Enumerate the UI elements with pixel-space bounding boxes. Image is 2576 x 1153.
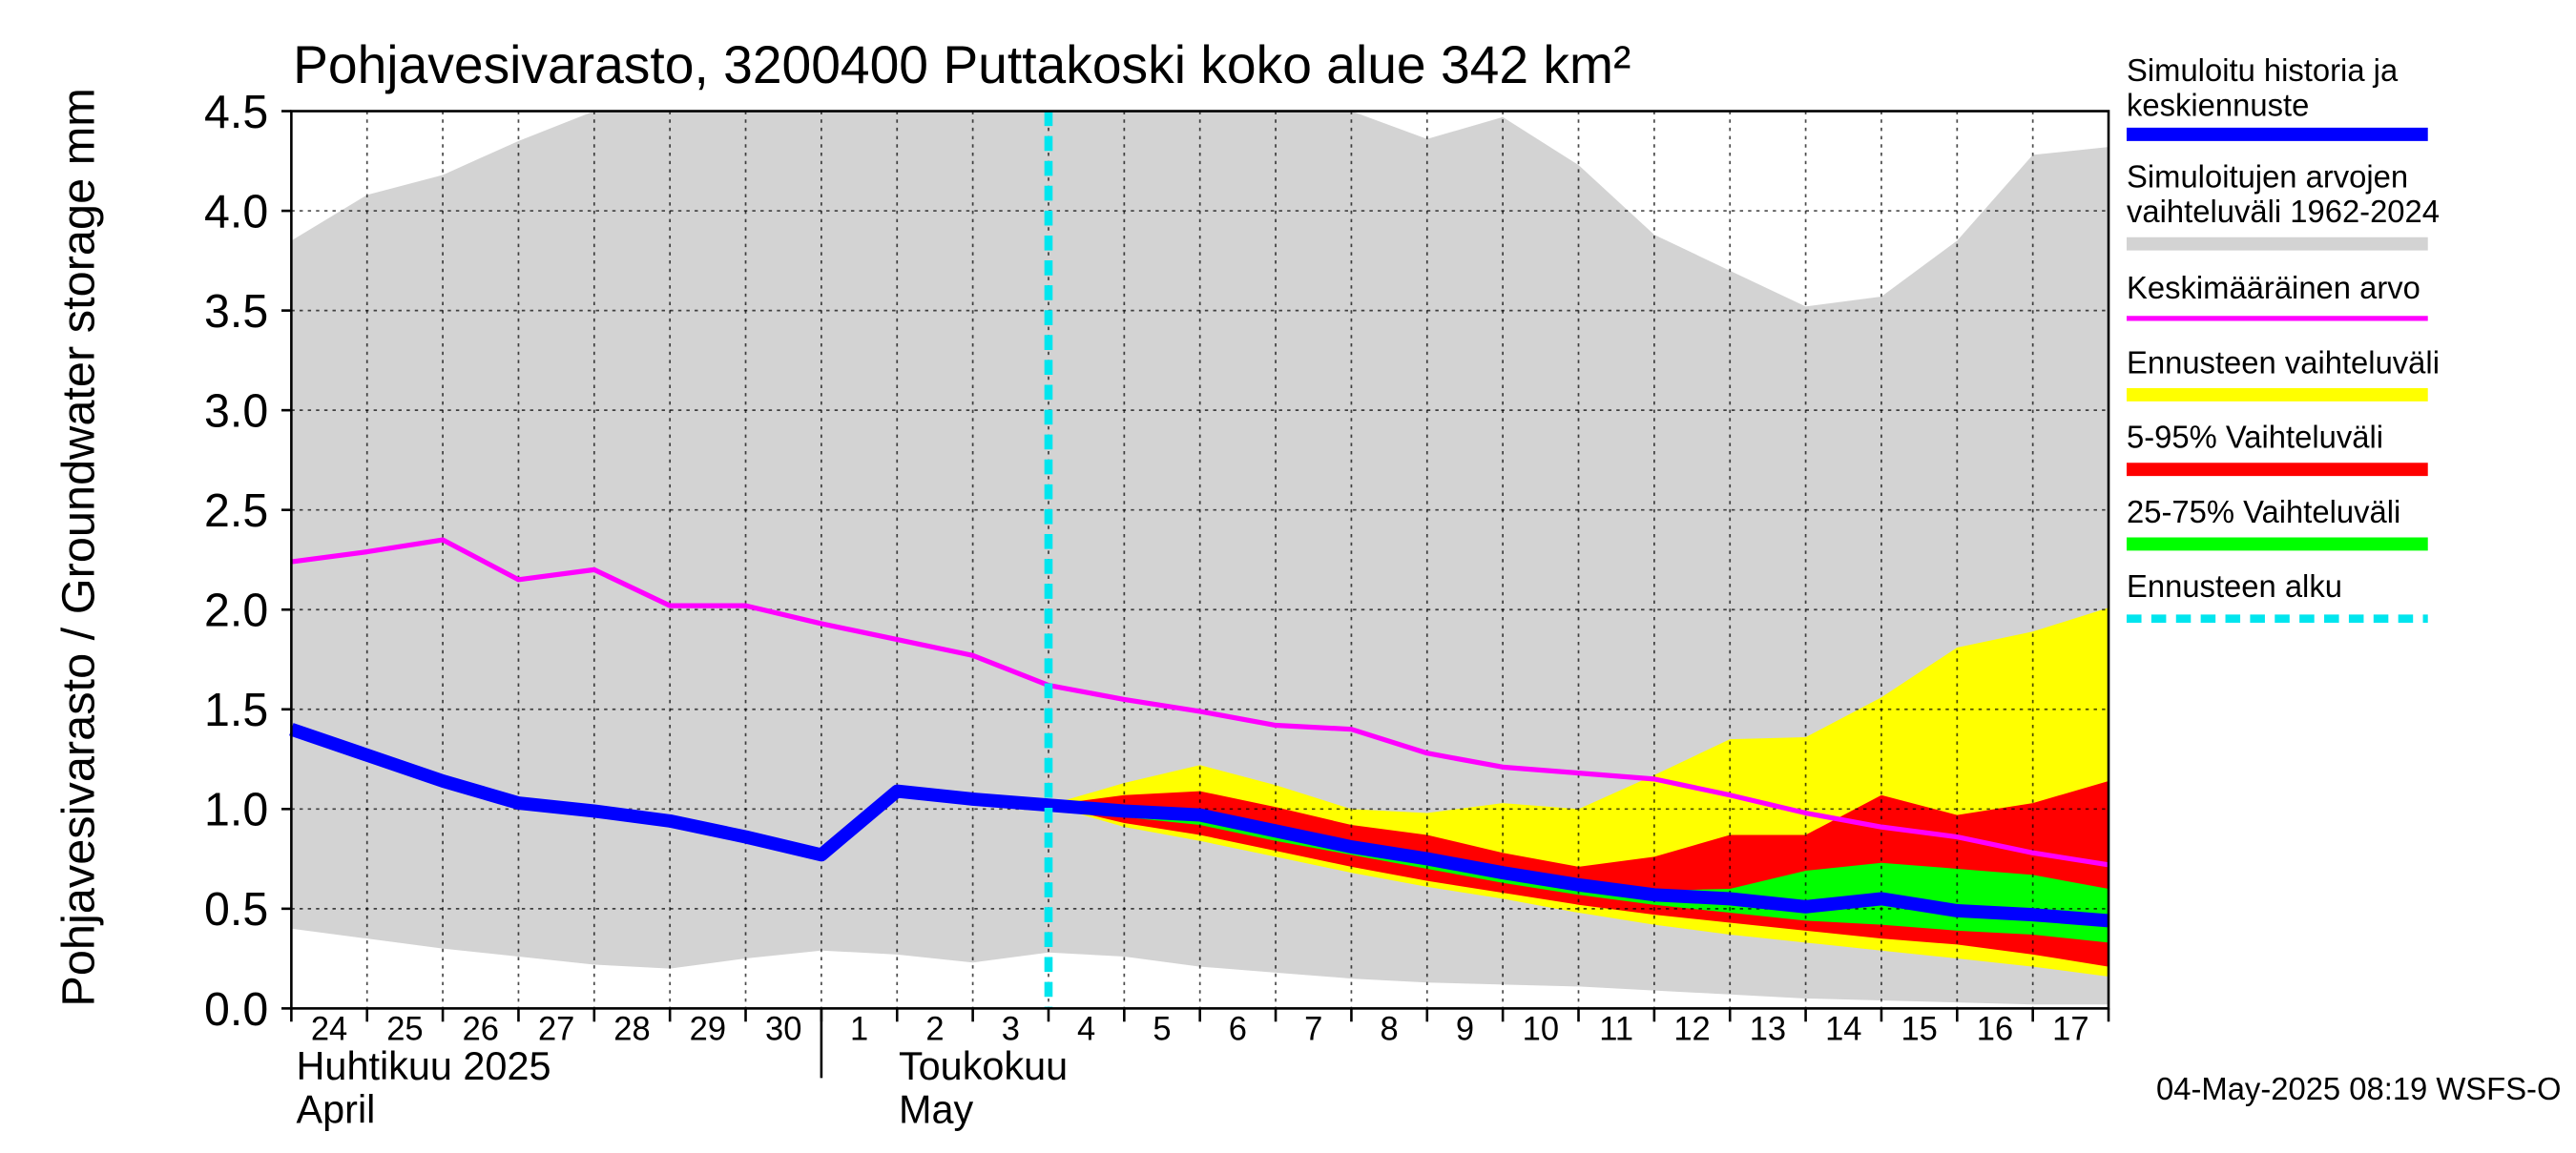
chart-title: Pohjavesivarasto, 3200400 Puttakoski kok… [293, 35, 1631, 94]
x-day-label: 14 [1825, 1011, 1861, 1047]
x-day-label: 3 [1002, 1011, 1020, 1047]
legend-label-forecast-range: Ennusteen vaihteluväli [2127, 344, 2440, 380]
y-tick-label: 1.0 [204, 785, 268, 836]
y-tick-label: 4.0 [204, 186, 268, 237]
x-day-label: 15 [1901, 1011, 1937, 1047]
x-day-label: 12 [1673, 1011, 1710, 1047]
x-day-label: 29 [690, 1011, 726, 1047]
legend-label-forecast-start: Ennusteen alku [2127, 568, 2342, 604]
y-tick-label: 3.5 [204, 286, 268, 338]
tick-layer [281, 110, 2110, 1079]
x-day-label: 28 [613, 1011, 650, 1047]
x-day-label: 13 [1750, 1011, 1786, 1047]
legend-label-simulated: Simuloitu historia ja keskiennuste [2127, 52, 2399, 123]
y-tick-label: 3.0 [204, 385, 268, 437]
x-day-label: 24 [311, 1011, 347, 1047]
line-layer [289, 111, 2109, 1009]
x-day-label: 25 [386, 1011, 423, 1047]
x-day-label: 16 [1977, 1011, 2013, 1047]
y-tick-label: 4.5 [204, 87, 268, 138]
x-day-label: 1 [850, 1011, 868, 1047]
legend-label-p5-95: 5-95% Vaihteluväli [2127, 419, 2383, 454]
legend-label-historical-range: Simuloitujen arvojen vaihteluväli 1962-20… [2127, 158, 2440, 229]
month-label-en: April [297, 1086, 376, 1131]
x-day-label: 11 [1599, 1011, 1633, 1047]
timestamp: 04-May-2025 08:19 WSFS-O [2156, 1071, 2561, 1106]
y-tick-label: 1.5 [204, 685, 268, 736]
x-day-label: 6 [1229, 1011, 1247, 1047]
legend-label-p25-75: 25-75% Vaihteluväli [2127, 494, 2400, 529]
y-tick-label: 0.0 [204, 984, 268, 1036]
simulated-line [289, 723, 2109, 928]
y-tick-label: 0.5 [204, 884, 268, 936]
x-day-label: 9 [1456, 1011, 1474, 1047]
legend: Simuloitu historia ja keskiennuste Simuloi… [2127, 52, 2440, 624]
x-day-label: 26 [463, 1011, 499, 1047]
month-label-fi: Huhtikuu 2025 [297, 1043, 551, 1088]
y-axis-labels: 0.0 0.5 1.0 1.5 2.0 2.5 3.0 3.5 4.0 4.5 [204, 87, 268, 1036]
x-day-label: 8 [1381, 1011, 1399, 1047]
x-day-label: 2 [925, 1011, 944, 1047]
x-day-label: 4 [1077, 1011, 1095, 1047]
x-day-label: 17 [2052, 1011, 2088, 1047]
y-tick-label: 2.0 [204, 585, 268, 636]
legend-label-mean: Keskimääräinen arvo [2127, 270, 2420, 305]
x-day-label: 7 [1304, 1011, 1322, 1047]
x-day-label: 10 [1523, 1011, 1559, 1047]
month-label-en: May [899, 1086, 973, 1131]
x-day-label: 30 [765, 1011, 801, 1047]
x-axis-labels: 24 25 26 27 28 29 30 1 2 3 4 5 6 7 8 9 10 11 12 13 14 15 16 17 [311, 1011, 2089, 1047]
month-label-fi: Toukokuu [899, 1043, 1068, 1088]
y-axis-title: Pohjavesivarasto / Groundwater storage m… [53, 88, 105, 1006]
x-day-label: 5 [1153, 1011, 1171, 1047]
mean-line [291, 537, 2109, 868]
x-day-label: 27 [538, 1011, 574, 1047]
y-tick-label: 2.5 [204, 485, 268, 537]
